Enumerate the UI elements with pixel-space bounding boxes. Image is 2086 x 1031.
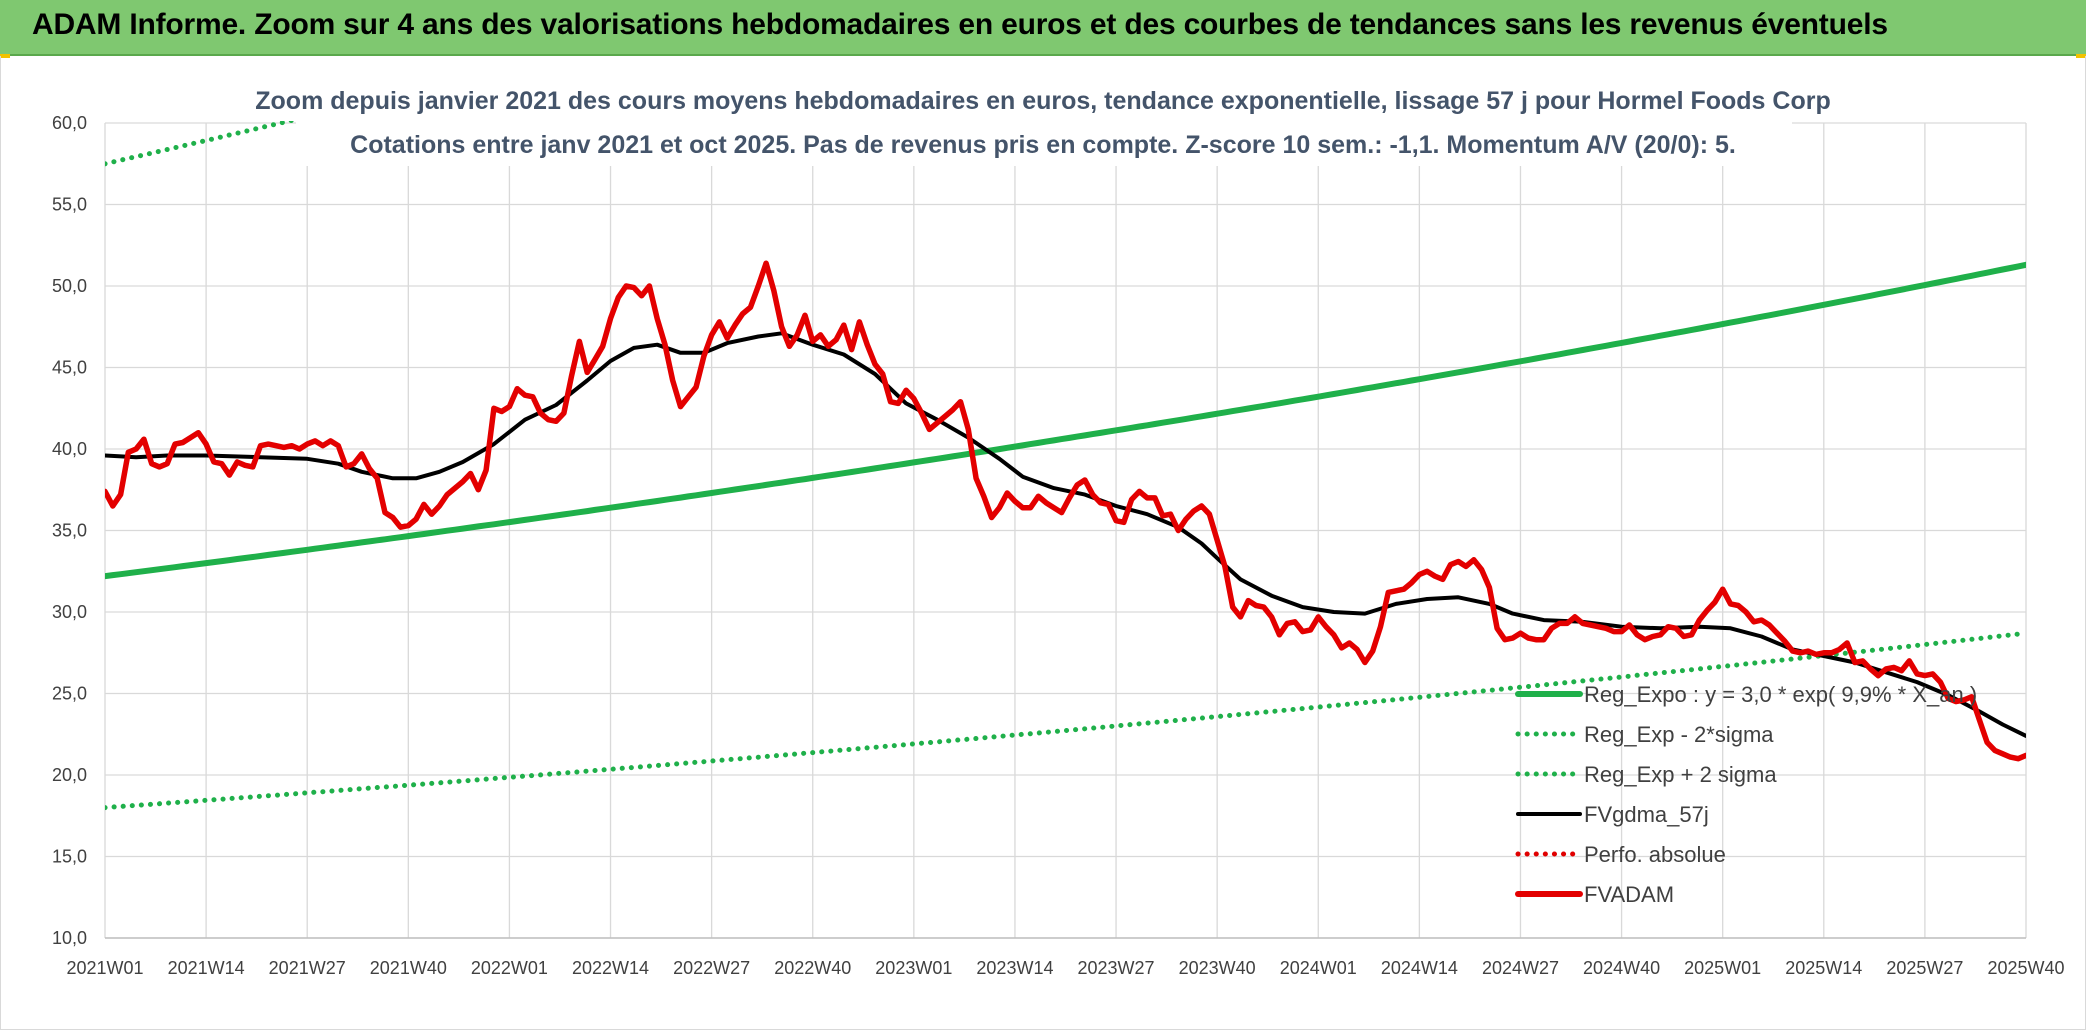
y-tick-label: 30,0 xyxy=(52,602,87,622)
series-layer xyxy=(105,121,2026,811)
legend-label-5: FVADAM xyxy=(1584,882,1674,907)
chart-title-line-2: Cotations entre janv 2021 et oct 2025. P… xyxy=(350,131,1736,159)
x-tick-label: 2023W01 xyxy=(875,958,952,978)
x-tick-label: 2023W40 xyxy=(1179,958,1256,978)
series-line-1 xyxy=(105,630,2026,811)
x-tick-label: 2022W27 xyxy=(673,958,750,978)
series-line-0 xyxy=(105,261,2026,580)
x-tick-label: 2025W01 xyxy=(1684,958,1761,978)
legend-label-4: Perfo. absolue xyxy=(1584,842,1726,867)
x-axis-labels: 2021W01 2021W14 2021W27 2021W40 2022W01 2022W… xyxy=(66,958,2064,978)
x-tick-label: 2022W40 xyxy=(774,958,851,978)
y-tick-label: 10,0 xyxy=(52,928,87,948)
legend-label-2: Reg_Exp + 2 sigma xyxy=(1584,762,1777,787)
y-tick-label: 45,0 xyxy=(52,358,87,378)
x-tick-label: 2021W14 xyxy=(168,958,245,978)
y-tick-label: 15,0 xyxy=(52,847,87,867)
corner-accent-left xyxy=(0,54,10,58)
x-tick-label: 2022W14 xyxy=(572,958,649,978)
x-tick-label: 2024W14 xyxy=(1381,958,1458,978)
x-tick-label: 2024W27 xyxy=(1482,958,1559,978)
x-tick-label: 2025W40 xyxy=(1987,958,2064,978)
x-tick-label: 2024W01 xyxy=(1280,958,1357,978)
corner-accent-right xyxy=(2076,54,2086,58)
x-tick-label: 2025W27 xyxy=(1886,958,1963,978)
series-line-5 xyxy=(105,260,2026,762)
chart-title-background xyxy=(296,78,1792,166)
y-tick-label: 60,0 xyxy=(52,113,87,133)
x-tick-label: 2024W40 xyxy=(1583,958,1660,978)
y-tick-label: 20,0 xyxy=(52,765,87,785)
report-title: ADAM Informe. Zoom sur 4 ans des valoris… xyxy=(32,8,1888,41)
y-tick-label: 50,0 xyxy=(52,276,87,296)
legend-label-0: Reg_Expo : y = 3,0 * exp( 9,9% * X_an ) xyxy=(1584,682,1977,707)
chart-title-line-1: Zoom depuis janvier 2021 des cours moyen… xyxy=(255,87,1830,115)
y-tick-label: 40,0 xyxy=(52,439,87,459)
y-tick-label: 55,0 xyxy=(52,195,87,215)
x-tick-label: 2022W01 xyxy=(471,958,548,978)
x-tick-label: 2023W27 xyxy=(1078,958,1155,978)
x-tick-label: 2025W14 xyxy=(1785,958,1862,978)
x-tick-label: 2021W01 xyxy=(66,958,143,978)
legend-label-3: FVgdma_57j xyxy=(1584,802,1709,827)
x-tick-label: 2021W40 xyxy=(370,958,447,978)
grid-lines xyxy=(104,122,2027,939)
y-axis-labels: 10,0 15,0 20,0 25,0 30,0 35,0 40,0 45,0 50,0 55,0… xyxy=(52,113,87,948)
y-tick-label: 35,0 xyxy=(52,521,87,541)
legend: Reg_Expo : y = 3,0 * exp( 9,9% * X_an ) R… xyxy=(1515,682,1977,907)
x-tick-label: 2021W27 xyxy=(269,958,346,978)
title-banner: ADAM Informe. Zoom sur 4 ans des valoris… xyxy=(0,0,2086,56)
series-line-3 xyxy=(105,331,2026,738)
x-tick-label: 2023W14 xyxy=(976,958,1053,978)
y-tick-label: 25,0 xyxy=(52,684,87,704)
legend-label-1: Reg_Exp - 2*sigma xyxy=(1584,722,1774,747)
